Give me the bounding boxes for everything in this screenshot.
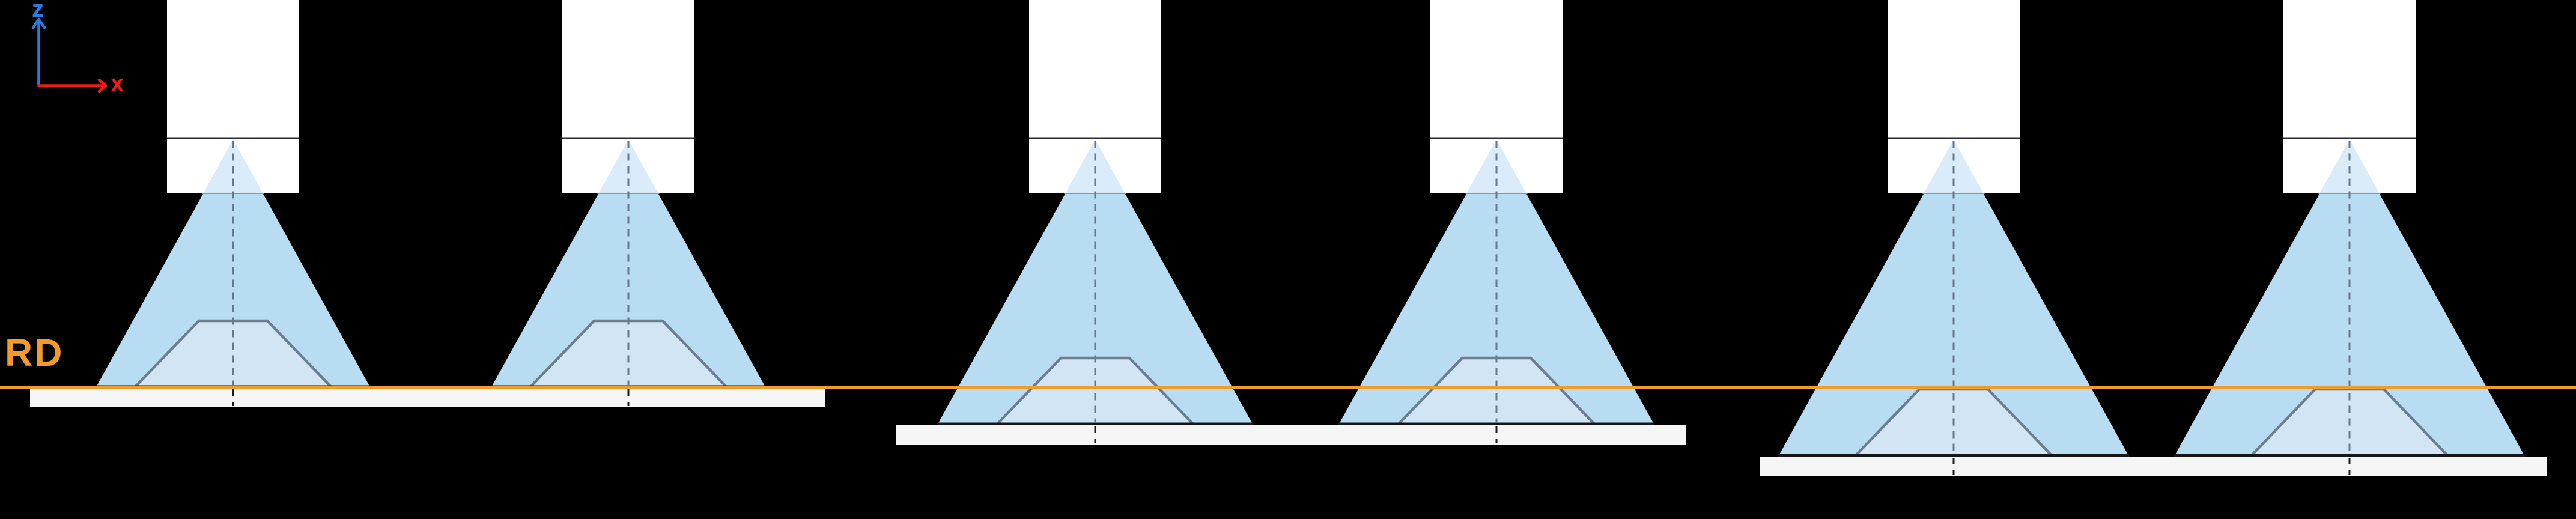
- nozzle-upper-body: [562, 0, 694, 138]
- axis-x-label: x: [111, 70, 124, 97]
- nozzle-upper-body: [167, 0, 299, 138]
- axis-z-label: z: [32, 0, 44, 22]
- rd-reference-line: [0, 386, 2576, 389]
- nozzle-upper-body: [1888, 0, 2020, 138]
- deposited-bead-outline: [1853, 387, 2054, 458]
- nozzle-upper-body: [1029, 0, 1161, 138]
- deposited-bead-outline: [2249, 387, 2450, 458]
- axis-z-arrowhead-icon: [31, 17, 46, 29]
- rd-label: RD: [5, 331, 64, 374]
- axis-x-arrowhead-icon: [97, 78, 108, 93]
- group-1: [30, 0, 825, 407]
- substrate-platform: [896, 425, 1686, 445]
- group-3: [1760, 0, 2547, 476]
- nozzle-unit: [491, 0, 766, 389]
- substrate-platform: [1760, 457, 2547, 476]
- spray-cone: [96, 139, 371, 388]
- nozzle-upper-body: [2283, 0, 2416, 138]
- nozzle-upper-body: [1430, 0, 1563, 138]
- substrate-platform: [30, 388, 825, 407]
- axis-indicator: zx: [31, 0, 124, 97]
- group-2: [896, 0, 1686, 445]
- nozzle-unit: [96, 0, 371, 389]
- spray-cone: [491, 139, 766, 388]
